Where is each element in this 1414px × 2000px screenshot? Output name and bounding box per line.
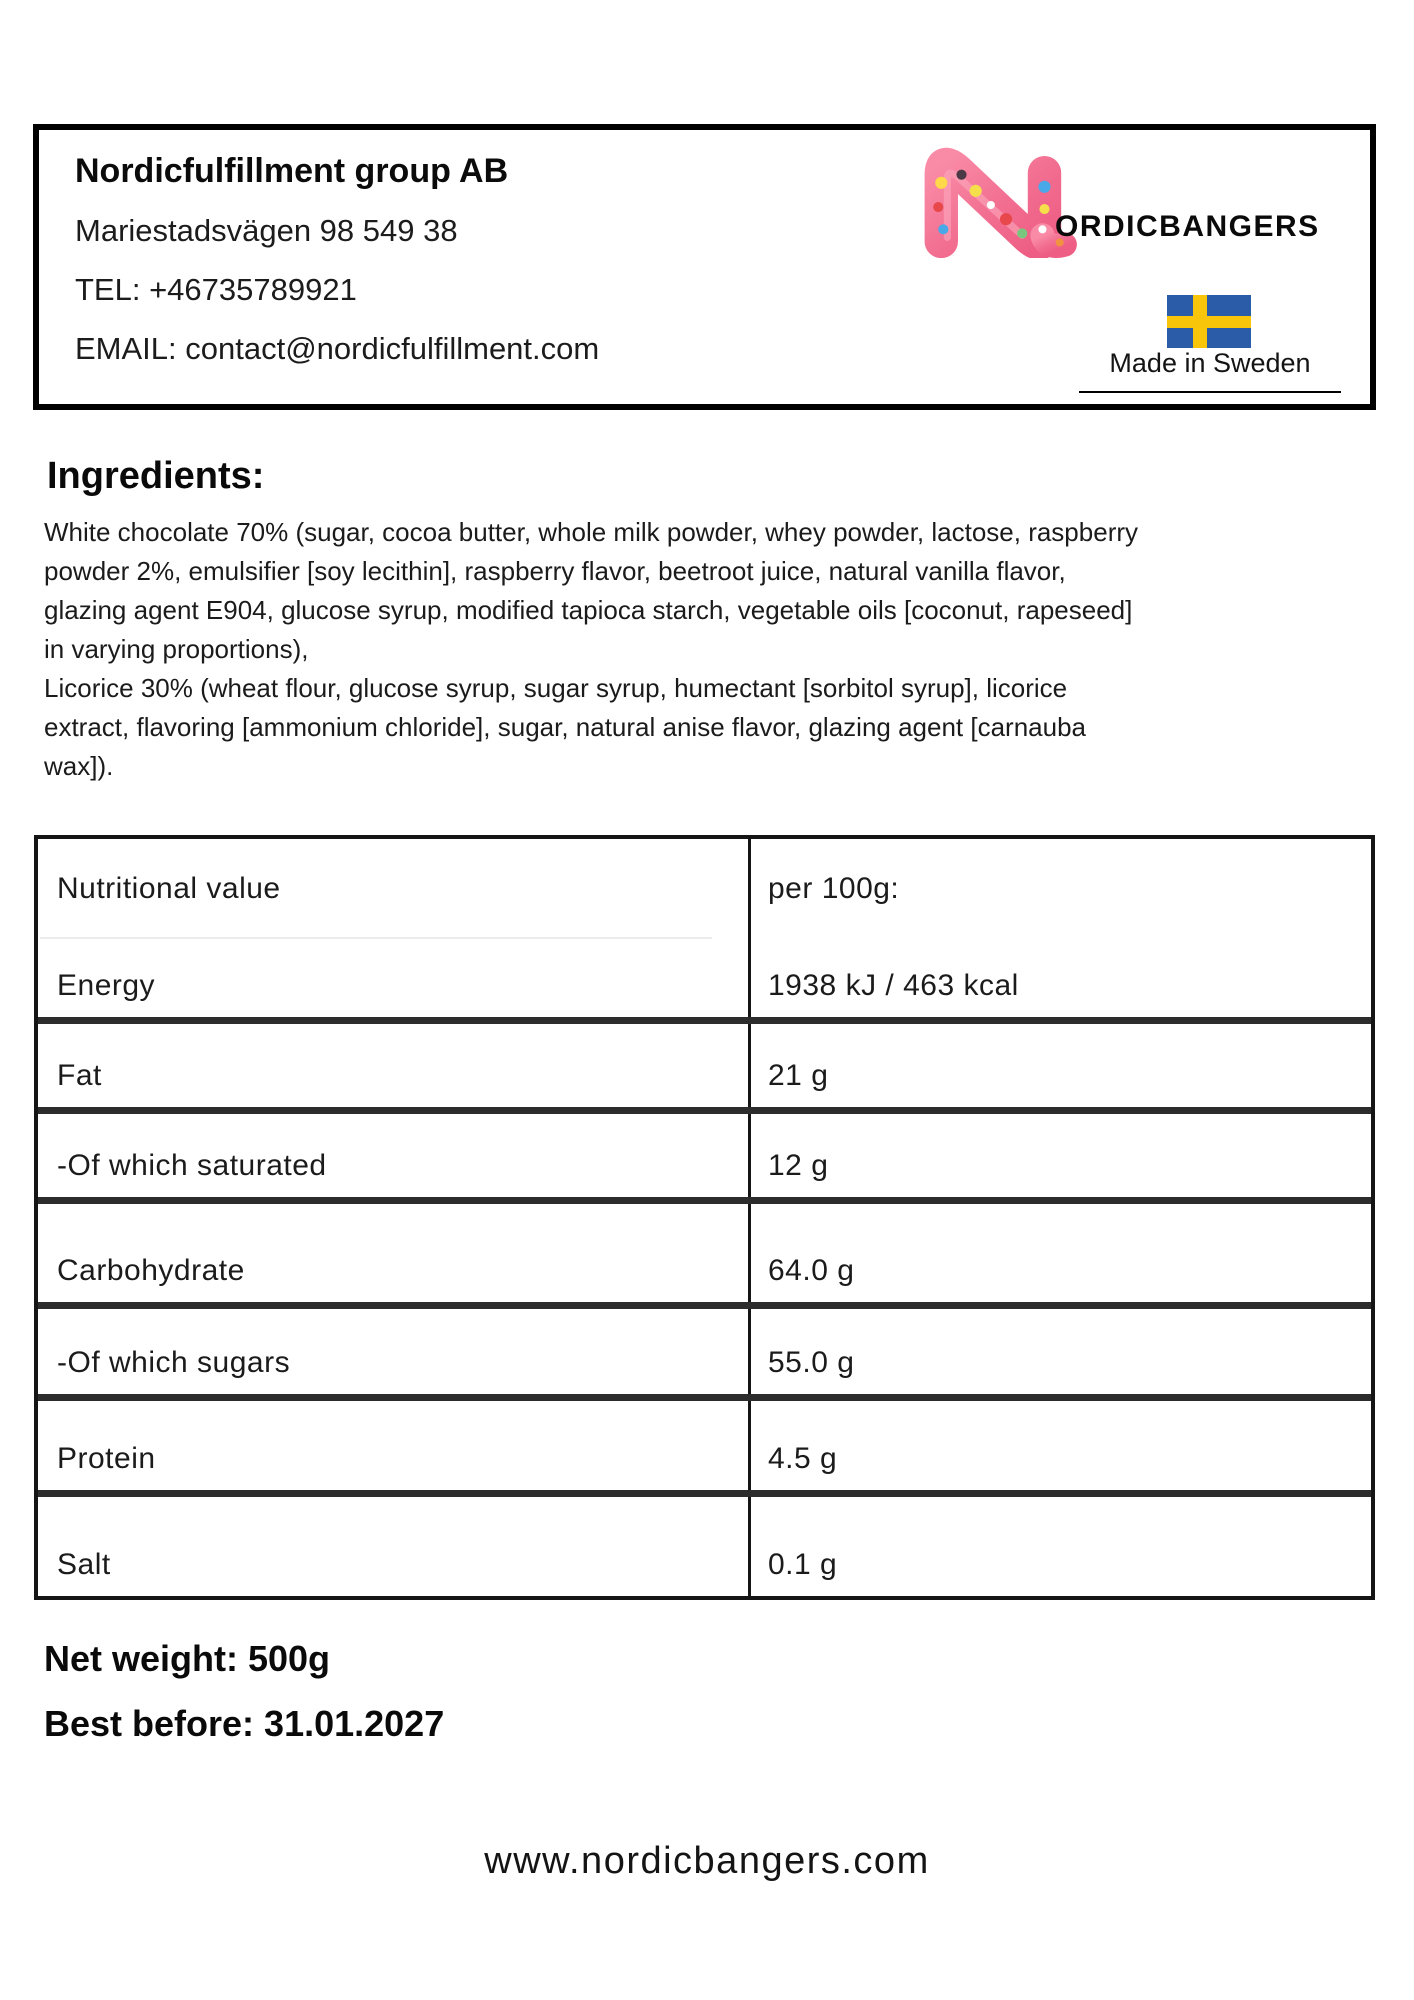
nutrition-col2-header: per 100g: bbox=[768, 872, 900, 905]
made-in-sweden-label: Made in Sweden bbox=[1079, 348, 1341, 393]
row-value: 21 g bbox=[768, 1059, 829, 1092]
table-row-salt: Salt 0.1 g bbox=[38, 1497, 1371, 1596]
row-label: -Of which saturated bbox=[38, 1114, 751, 1197]
row-label: Protein bbox=[38, 1401, 751, 1490]
nutrition-col1-header: Nutritional value bbox=[38, 839, 751, 939]
row-value: 0.1 g bbox=[768, 1548, 838, 1581]
company-info-box: Nordicfulfillment group AB Mariestadsväg… bbox=[33, 124, 1376, 410]
nutrition-header-row: Nutritional value per 100g: bbox=[38, 839, 1371, 939]
nutrition-table: Nutritional value per 100g: Energy 1938 … bbox=[34, 835, 1375, 1600]
company-lines: Nordicfulfillment group AB Mariestadsväg… bbox=[75, 152, 599, 390]
row-label: Carbohydrate bbox=[38, 1204, 751, 1302]
flag-cross-horizontal bbox=[1167, 316, 1251, 328]
ingredients-text: White chocolate 70% (sugar, cocoa butter… bbox=[44, 517, 1139, 781]
table-row-sugars: -Of which sugars 55.0 g bbox=[38, 1309, 1371, 1401]
row-value: 1938 kJ / 463 kcal bbox=[768, 969, 1019, 1002]
row-value: 64.0 g bbox=[768, 1254, 855, 1287]
candy-decorations-icon bbox=[933, 169, 1064, 247]
company-phone: TEL: +46735789921 bbox=[75, 272, 357, 307]
table-row-energy: Energy 1938 kJ / 463 kcal bbox=[38, 939, 1371, 1024]
best-before-label: Best before: 31.01.2027 bbox=[44, 1703, 445, 1744]
table-row-protein: Protein 4.5 g bbox=[38, 1401, 1371, 1497]
row-label: Energy bbox=[38, 939, 751, 1017]
company-address: Mariestadsvägen 98 549 38 bbox=[75, 213, 458, 248]
row-label: Salt bbox=[38, 1497, 751, 1596]
brand-name-text: ORDICBANGERS bbox=[1055, 210, 1320, 243]
row-value: 12 g bbox=[768, 1149, 829, 1182]
row-label: Fat bbox=[38, 1024, 751, 1107]
ingredients-heading: Ingredients: bbox=[47, 455, 265, 497]
table-row-fat: Fat 21 g bbox=[38, 1024, 1371, 1114]
row-value: 55.0 g bbox=[768, 1346, 855, 1379]
row-label: -Of which sugars bbox=[38, 1309, 751, 1394]
website-url: www.nordicbangers.com bbox=[484, 1840, 930, 1882]
brand-n-logo-icon bbox=[924, 147, 1077, 258]
row-value: 4.5 g bbox=[768, 1442, 838, 1475]
company-email: EMAIL: contact@nordicfulfillment.com bbox=[75, 331, 600, 366]
sweden-flag-icon bbox=[1167, 295, 1251, 348]
company-name: Nordicfulfillment group AB bbox=[75, 152, 509, 190]
table-row-saturated: -Of which saturated 12 g bbox=[38, 1114, 1371, 1204]
net-weight-label: Net weight: 500g bbox=[44, 1638, 331, 1679]
table-row-carbohydrate: Carbohydrate 64.0 g bbox=[38, 1204, 1371, 1309]
